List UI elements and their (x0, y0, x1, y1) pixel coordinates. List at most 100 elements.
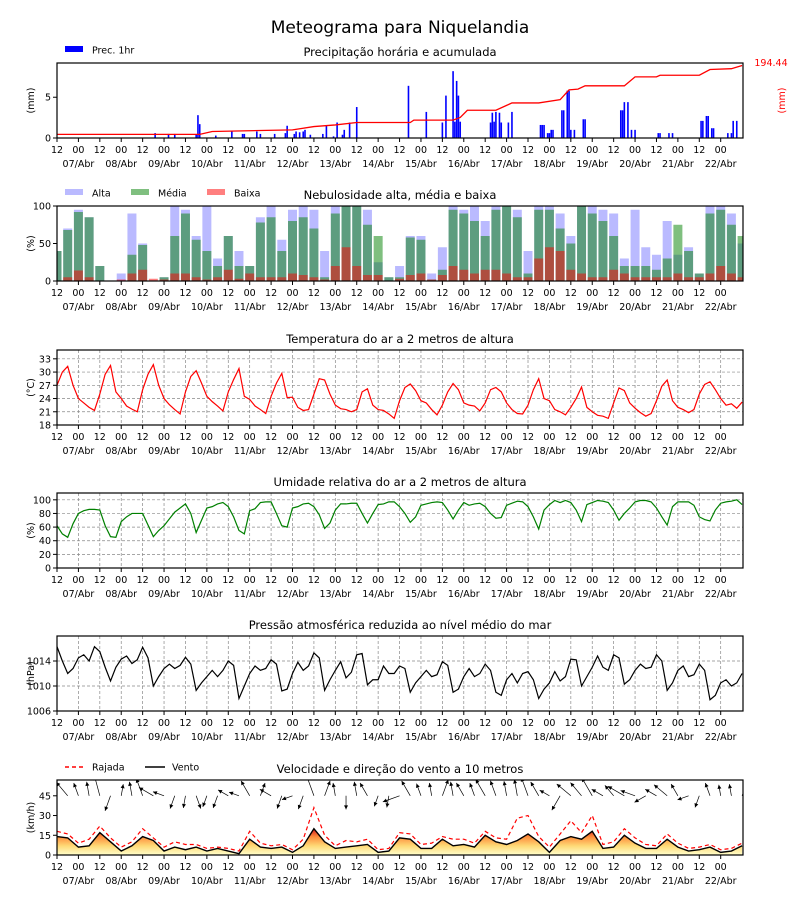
cloud-bar-media (84, 217, 94, 281)
legend-label: Alta (92, 189, 111, 200)
precip-bar (304, 129, 306, 138)
x-tick-label: 00 (286, 862, 298, 873)
y-axis-label: (°C) (26, 378, 37, 397)
panel-title: Nebulosidade alta, média e baixa (304, 188, 497, 202)
x-date-label: 19/Abr (576, 159, 608, 170)
wind-direction-arrow (352, 781, 358, 796)
precip-bar (493, 121, 495, 138)
x-tick-label: 00 (415, 145, 427, 156)
x-tick-label: 12 (650, 145, 662, 156)
cloud-bar-baixa (148, 278, 158, 281)
cloud-bar-baixa (191, 277, 201, 281)
cloud-bar-media (352, 206, 362, 281)
precip-bar (298, 132, 301, 138)
wind-direction-arrow (138, 787, 154, 797)
cloud-bar-media (127, 254, 137, 281)
cloud-bar-media (223, 236, 233, 281)
x-date-label: 19/Abr (576, 876, 608, 887)
precip-bar (700, 120, 702, 138)
x-date-label: 07/Abr (63, 446, 95, 457)
x-tick-label: 00 (672, 145, 684, 156)
cloud-bar-baixa (63, 277, 73, 281)
arrow-head (604, 785, 610, 790)
arrow-head (570, 782, 575, 787)
arrow-head (401, 780, 406, 786)
precip-bar (309, 134, 312, 138)
x-tick-label: 12 (265, 432, 277, 443)
cloud-bar-media (73, 212, 83, 281)
precip-bar (425, 111, 428, 138)
cloud-bar-media (57, 251, 62, 281)
x-tick-label: 12 (565, 862, 577, 873)
cloud-bar-media (213, 266, 223, 281)
cloud-bar-media (577, 206, 587, 281)
precip-bar (489, 122, 492, 138)
x-tick-label: 00 (244, 145, 256, 156)
x-tick-label: 12 (94, 145, 106, 156)
wind-direction-arrow (307, 780, 315, 796)
precip-bar (546, 133, 549, 138)
cloud-bar-baixa (362, 275, 372, 281)
x-tick-label: 00 (715, 288, 727, 299)
x-tick-label: 00 (158, 575, 170, 586)
x-date-label: 21/Abr (662, 446, 694, 457)
precip-bar (702, 120, 704, 138)
cloud-bar-media (512, 217, 522, 281)
x-tick-label: 00 (586, 288, 598, 299)
wind-direction-arrow (152, 791, 165, 797)
precip-bar (541, 124, 544, 138)
x-tick-label: 00 (715, 575, 727, 586)
wind-direction-arrow (93, 780, 101, 796)
wind-direction-arrow (276, 795, 283, 809)
panel-pressure: Pressão atmosférica reduzida ao nível mé… (26, 618, 744, 743)
cloud-bar-media (373, 236, 383, 281)
x-tick-label: 00 (415, 575, 427, 586)
arrow-head (202, 802, 207, 807)
x-tick-label: 00 (244, 432, 256, 443)
precip-bar (548, 133, 551, 138)
arrow-head (489, 780, 494, 786)
precip-bar (584, 119, 586, 138)
precip-bar (561, 110, 563, 138)
x-tick-label: 12 (137, 862, 149, 873)
x-date-label: 17/Abr (491, 732, 523, 743)
x-tick-label: 12 (479, 862, 491, 873)
x-tick-label: 12 (265, 575, 277, 586)
x-tick-label: 12 (265, 718, 277, 729)
panel-wind: Velocidade e direção do vento a 10 metro… (26, 762, 748, 887)
x-date-label: 21/Abr (662, 876, 694, 887)
arrow-head (259, 789, 265, 794)
cloud-bar-media (255, 222, 265, 281)
wind-direction-arrow (228, 791, 240, 797)
x-tick-label: 00 (201, 288, 213, 299)
arrow-head (445, 780, 449, 785)
x-tick-label: 12 (179, 288, 191, 299)
precip-bar (630, 129, 633, 138)
cloud-bar-alta (437, 247, 447, 281)
x-tick-label: 00 (329, 145, 341, 156)
x-tick-label: 00 (329, 432, 341, 443)
arrow-head (85, 781, 90, 787)
y-tick-label: 45 (39, 791, 51, 802)
arrow-head (502, 781, 507, 786)
x-date-label: 09/Abr (148, 876, 180, 887)
cloud-bar-media (566, 243, 576, 281)
x-tick-label: 12 (394, 432, 406, 443)
x-tick-label: 12 (94, 862, 106, 873)
x-tick-label: 00 (329, 575, 341, 586)
cloud-bar-baixa (544, 247, 554, 281)
legend-item: Prec. 1hr (65, 46, 134, 57)
x-tick-label: 00 (586, 862, 598, 873)
wind-direction-arrow (449, 781, 454, 796)
panel-title: Umidade relativa do ar a 2 metros de alt… (273, 475, 526, 489)
precip-bar (495, 111, 497, 138)
x-tick-label: 00 (458, 145, 470, 156)
arrow-head (744, 782, 748, 786)
legend-label: Rajada (92, 763, 125, 774)
x-date-label: 09/Abr (148, 446, 180, 457)
x-tick-label: 12 (565, 432, 577, 443)
wind-direction-arrow (128, 781, 133, 796)
x-tick-label: 12 (522, 862, 534, 873)
x-date-label: 15/Abr (405, 446, 437, 457)
wind-direction-arrow (217, 789, 229, 797)
